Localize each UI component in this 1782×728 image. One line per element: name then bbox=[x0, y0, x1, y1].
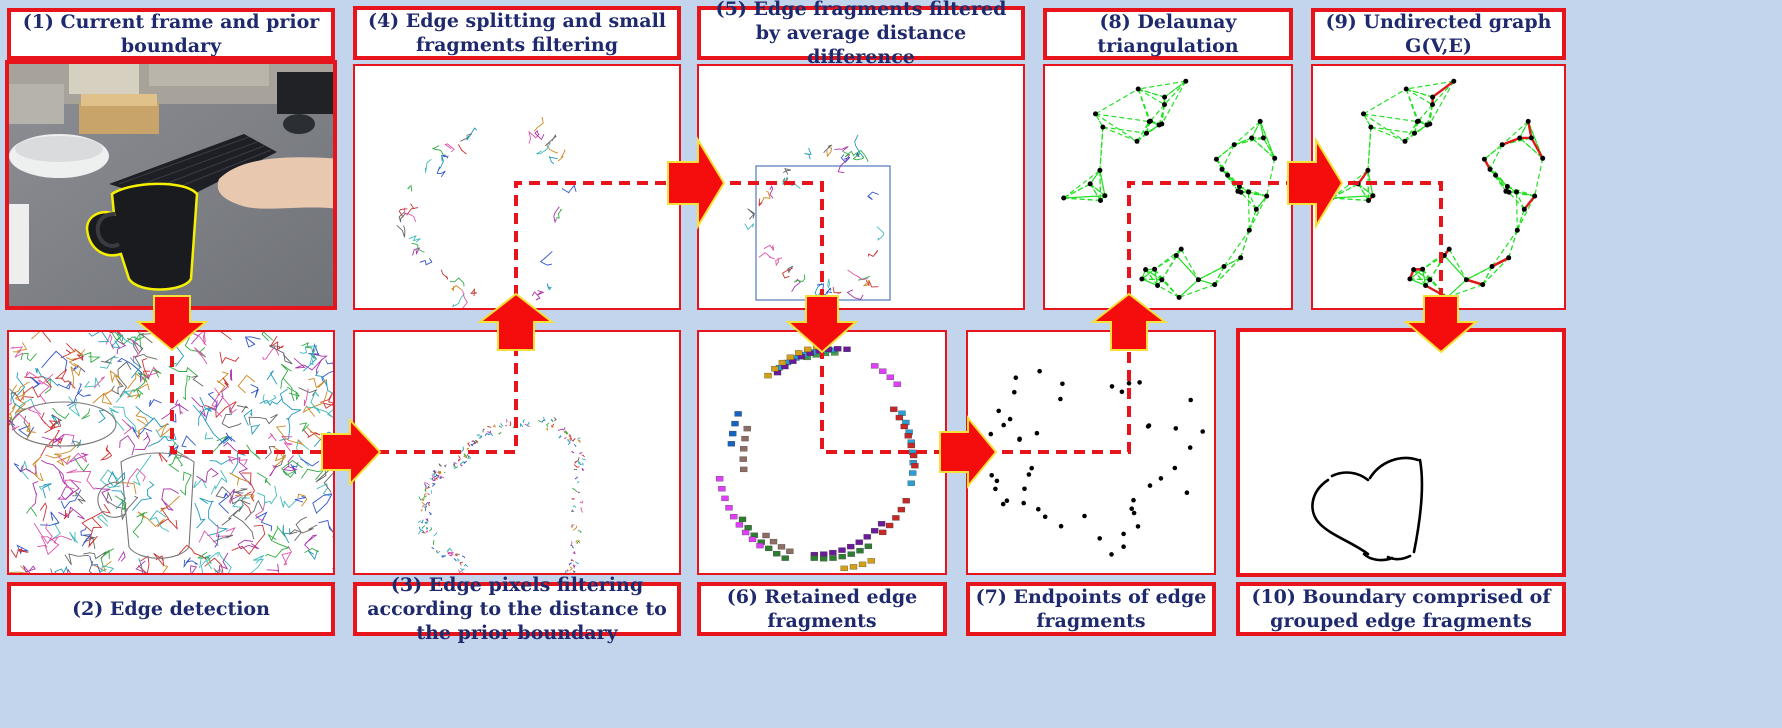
panel-retained-fragments bbox=[697, 330, 947, 575]
current-frame-photo bbox=[9, 64, 333, 306]
panel-endpoints bbox=[966, 330, 1216, 575]
panel-final-boundary bbox=[1236, 328, 1566, 577]
step-2-label: (2) Edge detection bbox=[7, 582, 335, 636]
step-6-label: (6) Retained edge fragments bbox=[697, 582, 947, 636]
endpoint-dots bbox=[978, 368, 1205, 557]
split-edge-fragments bbox=[396, 116, 577, 308]
step-9-label: (9) Undirected graph G(V,E) bbox=[1311, 8, 1566, 60]
panel-undirected-graph bbox=[1311, 64, 1566, 310]
retained-fragments-blocks bbox=[715, 342, 919, 572]
mug-prior-boundary bbox=[85, 182, 199, 291]
step-5-label: (5) Edge fragments filtered by average d… bbox=[697, 0, 1025, 68]
panel-delaunay bbox=[1043, 64, 1293, 310]
step-7-label: (7) Endpoints of edge fragments bbox=[966, 582, 1216, 636]
step-3-label: (3) Edge pixels filtering according to t… bbox=[353, 574, 681, 644]
step-8-label: (8) Delaunay triangulation bbox=[1043, 8, 1293, 60]
panel-edge-fragments-avg-distance bbox=[697, 64, 1025, 310]
step-10-label: (10) Boundary comprised of grouped edge … bbox=[1236, 582, 1566, 636]
panel-edge-detection bbox=[7, 330, 335, 575]
step-1-label: (1) Current frame and prior boundary bbox=[7, 8, 335, 60]
filtered-edge-pixels bbox=[417, 416, 586, 573]
step-4-label: (4) Edge splitting and small fragments f… bbox=[353, 6, 681, 60]
undirected-graph bbox=[1329, 78, 1546, 300]
panel-current-frame bbox=[5, 60, 337, 310]
panel-edge-splitting bbox=[353, 64, 681, 310]
delaunay-triangulation bbox=[1061, 78, 1278, 300]
edge-map bbox=[9, 332, 333, 573]
panel-edge-pixels-filtered bbox=[353, 330, 681, 575]
avg-distance-fragments bbox=[744, 134, 891, 301]
grouped-boundary bbox=[1311, 456, 1424, 562]
